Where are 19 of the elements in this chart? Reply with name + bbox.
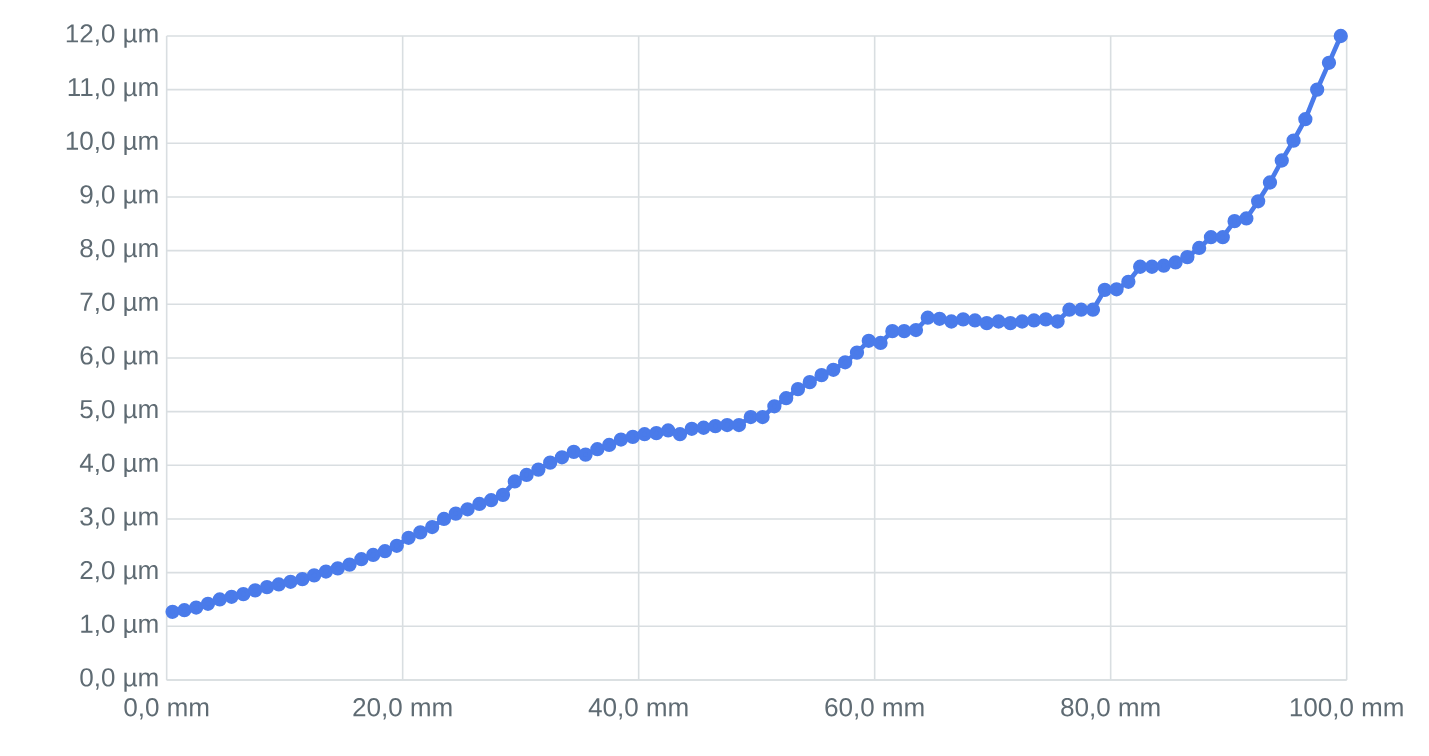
x-tick-label: 40,0 mm <box>588 698 688 720</box>
x-tick-label: 20,0 mm <box>353 698 452 720</box>
y-tick-label: 2,0 µm <box>80 560 158 585</box>
y-tick-label: 1,0 µm <box>81 614 158 639</box>
y-tick-label: 10,0 µm <box>66 131 158 156</box>
y-tick-label: 6,0 µm <box>80 346 158 370</box>
y-tick-label: 4,0 µm <box>79 453 158 478</box>
x-tick-label: 80,0 mm <box>1061 698 1160 720</box>
y-tick-label: 11,0 µm <box>68 77 158 102</box>
x-tick-label: 0,0 mm <box>124 698 209 720</box>
y-tick-label: 12,0 µm <box>66 24 158 48</box>
x-tick-label: 60,0 mm <box>825 698 924 720</box>
y-tick-label: 5,0 µm <box>80 399 158 424</box>
y-tick-label: 8,0 µm <box>80 238 158 263</box>
y-tick-label: 0,0 µm <box>80 668 158 692</box>
y-tick-label: 3,0 µm <box>80 507 158 531</box>
y-tick-label: 7,0 µm <box>80 292 158 317</box>
y-tick-label: 9,0 µm <box>80 185 158 209</box>
x-tick-label: 100,0 mm <box>1290 698 1403 720</box>
